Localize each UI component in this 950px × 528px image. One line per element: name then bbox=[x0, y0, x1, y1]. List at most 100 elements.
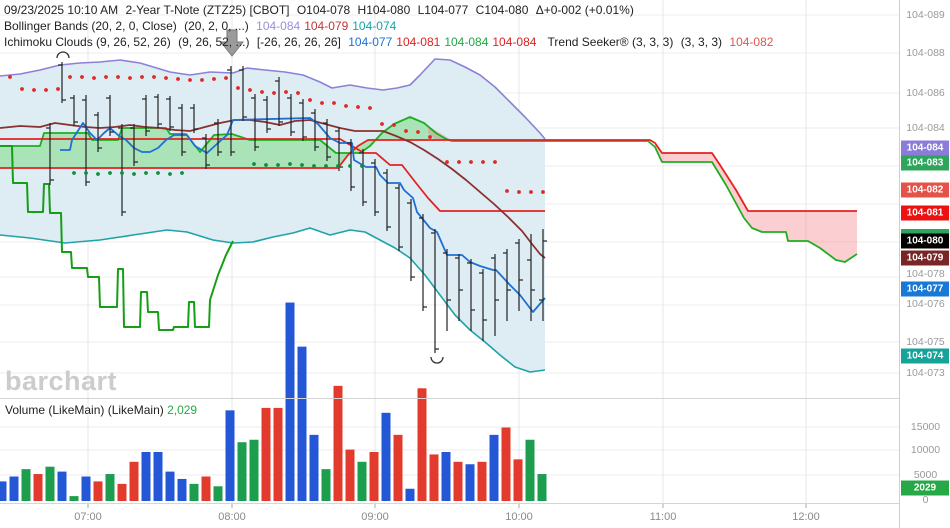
ichimoku-values: 104-077 104-081 104-084 104-084 bbox=[348, 35, 540, 49]
quote-datetime: 09/23/2025 10:10 AM bbox=[4, 3, 119, 17]
quote-header: 09/23/2025 10:10 AM 2-Year T-Note (ZTZ25… bbox=[4, 3, 638, 17]
bollinger-params[interactable]: (20, 2, 0, ...) bbox=[184, 19, 249, 33]
volume-bar bbox=[381, 412, 391, 501]
trendseeker-red-dot bbox=[128, 76, 132, 80]
volume-bar bbox=[141, 452, 151, 501]
barchart-watermark-logo: barchart bbox=[5, 366, 118, 396]
volume-bar bbox=[537, 474, 547, 501]
volume-label[interactable]: Volume (LikeMain) bbox=[5, 403, 105, 417]
price-axis[interactable]: 104-089 104-088 104-086 104-084 104-084 104-0… bbox=[899, 0, 950, 528]
ichimoku-params[interactable]: (9, 26, 52, ...) bbox=[178, 35, 250, 49]
volume-bar bbox=[177, 478, 187, 501]
volume-bar bbox=[225, 410, 235, 501]
volume-legend: Volume (LikeMain) (LikeMain) 2,029 bbox=[5, 403, 197, 417]
trendseeker-red-dot bbox=[320, 101, 324, 105]
volume-bar bbox=[21, 469, 31, 501]
price-axis-badge: 104-083 bbox=[901, 155, 949, 171]
volume-bar bbox=[405, 488, 415, 501]
volume-bar bbox=[321, 469, 331, 501]
trendseeker-red-dot bbox=[236, 86, 240, 90]
trendseeker-red-dot bbox=[212, 77, 216, 81]
trendseeker-label[interactable]: Trend Seeker® (3, 3, 3) bbox=[547, 35, 674, 49]
time-axis-label: 07:00 bbox=[74, 511, 102, 523]
trendseeker-green-dot bbox=[348, 164, 352, 168]
ichimoku-label[interactable]: Ichimoku Clouds (9, 26, 52, 26) bbox=[4, 35, 171, 49]
ichimoku-legend: Ichimoku Clouds (9, 26, 52, 26) (9, 26, … bbox=[4, 35, 777, 49]
trendseeker-green-dot bbox=[132, 172, 136, 176]
price-axis-badge: 104-077 bbox=[901, 281, 949, 297]
volume-bar bbox=[513, 459, 523, 501]
trendseeker-green-dot bbox=[264, 163, 268, 167]
quote-low: L104-077 bbox=[417, 3, 469, 17]
price-axis-label: 5000 bbox=[913, 469, 938, 481]
trendseeker-green-dot bbox=[288, 162, 292, 166]
trendseeker-red-dot bbox=[457, 160, 461, 164]
price-axis-label: 104-088 bbox=[906, 47, 945, 59]
trendseeker-green-dot bbox=[108, 171, 112, 175]
trendseeker-red-dot bbox=[104, 75, 108, 79]
trendseeker-red-dot bbox=[428, 135, 432, 139]
price-axis-badge: 104-084 bbox=[901, 140, 949, 156]
trendseeker-red-dot bbox=[56, 87, 60, 91]
price-axis-label: 104-086 bbox=[906, 87, 945, 99]
volume-bar bbox=[285, 302, 295, 501]
volume-params[interactable]: (LikeMain) bbox=[107, 403, 164, 417]
quote-symbol: 2-Year T-Note (ZTZ25) [CBOT] bbox=[125, 3, 290, 17]
volume-bar bbox=[261, 407, 271, 501]
volume-bar bbox=[33, 474, 43, 501]
bollinger-band-fill bbox=[0, 59, 545, 372]
trendseeker-green-dot bbox=[336, 164, 340, 168]
trendseeker-green-dot bbox=[312, 164, 316, 168]
volume-bar bbox=[249, 439, 259, 501]
trendseeker-red-dot bbox=[116, 75, 120, 79]
trendseeker-green-dot bbox=[252, 162, 256, 166]
volume-bar bbox=[501, 427, 511, 501]
trendseeker-green-dot bbox=[168, 172, 172, 176]
pane-divider[interactable] bbox=[0, 398, 950, 399]
trendseeker-green-dot bbox=[84, 171, 88, 175]
volume-bar bbox=[393, 434, 403, 501]
trendseeker-red-dot bbox=[140, 75, 144, 79]
bollinger-middle-line bbox=[0, 119, 546, 259]
price-axis-badge: 104-080 bbox=[901, 233, 949, 249]
price-axis-badge: 104-074 bbox=[901, 348, 949, 364]
price-axis-label: 15000 bbox=[910, 421, 941, 433]
volume-bar bbox=[477, 461, 487, 501]
trendseeker-green-dot bbox=[300, 163, 304, 167]
legend-value: 104-081 bbox=[396, 35, 441, 49]
volume-bar bbox=[237, 442, 247, 501]
volume-bar bbox=[489, 434, 499, 501]
trendseeker-green-dot bbox=[324, 164, 328, 168]
volume-bar bbox=[525, 439, 535, 501]
price-axis-label: 104-075 bbox=[906, 336, 945, 348]
price-axis-label: 104-078 bbox=[906, 268, 945, 280]
price-axis-badge: 104-081 bbox=[901, 205, 949, 221]
trendseeker-red-dot bbox=[416, 130, 420, 134]
legend-value: 104-079 bbox=[304, 19, 349, 33]
volume-bar bbox=[69, 496, 79, 501]
volume-bar bbox=[345, 449, 355, 501]
trendseeker-green-dot bbox=[276, 163, 280, 167]
trendseeker-params[interactable]: (3, 3, 3) bbox=[680, 35, 723, 49]
time-axis-label: 11:00 bbox=[649, 511, 677, 523]
trendseeker-red-dot bbox=[505, 189, 509, 193]
trendseeker-red-dot bbox=[80, 75, 84, 79]
volume-value: 2,029 bbox=[167, 403, 198, 417]
trendseeker-red-dot bbox=[284, 90, 288, 94]
trendseeker-red-dot bbox=[404, 129, 408, 133]
volume-bar bbox=[273, 407, 283, 501]
time-axis-label: 09:00 bbox=[361, 511, 389, 523]
price-axis-badge: 104-082 bbox=[901, 182, 949, 198]
trendseeker-red-dot bbox=[380, 122, 384, 126]
trendseeker-red-dot bbox=[356, 105, 360, 109]
trendseeker-red-dot bbox=[200, 78, 204, 82]
quote-high: H104-080 bbox=[357, 3, 411, 17]
legend-value: 104-084 bbox=[492, 35, 537, 49]
quote-close: C104-080 bbox=[475, 3, 529, 17]
trendseeker-red-dot bbox=[8, 75, 12, 79]
price-axis-label: 104-073 bbox=[906, 367, 945, 379]
trendseeker-red-dot bbox=[92, 76, 96, 80]
bollinger-label[interactable]: Bollinger Bands (20, 2, 0, Close) bbox=[4, 19, 177, 33]
